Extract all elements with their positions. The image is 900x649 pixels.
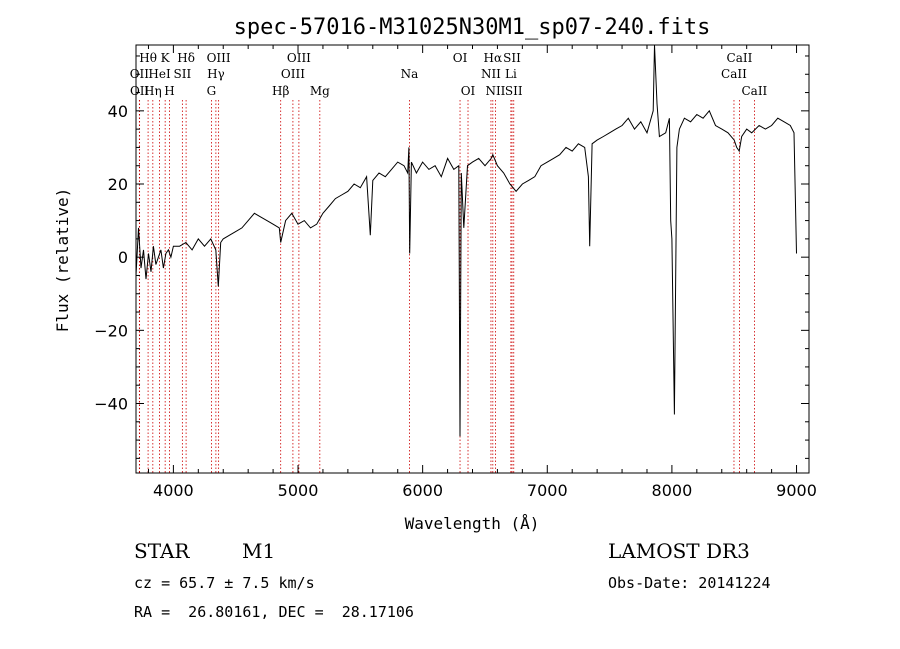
plot-frame <box>135 44 810 474</box>
emission-line-label: Na <box>401 67 419 81</box>
emission-line-label: OI <box>461 84 476 98</box>
emission-line-label: Hδ <box>177 51 195 65</box>
emission-line-label: K <box>161 51 171 65</box>
emission-line-label: HeI <box>148 67 171 81</box>
coordinates-text: RA = 26.80161, DEC = 28.17106 <box>134 603 414 621</box>
emission-line-label: Hγ <box>207 67 225 81</box>
emission-line-label: SII <box>503 51 521 65</box>
x-axis-label: Wavelength (Å) <box>405 514 540 533</box>
spectrum-series <box>135 44 797 437</box>
emission-line-label: G <box>207 84 217 98</box>
emission-line-label: SII <box>505 84 523 98</box>
y-tick-label: −40 <box>94 394 128 413</box>
emission-line-label: Hη <box>144 84 162 98</box>
emission-line-label: OIII <box>287 51 311 65</box>
x-tick-label: 5000 <box>278 481 319 500</box>
emission-line-label: NII <box>485 84 505 98</box>
spectrum-line <box>135 44 797 437</box>
emission-line-label: Mg <box>310 84 330 98</box>
emission-line-label: NII <box>481 67 501 81</box>
obs-date-text: Obs-Date: 20141224 <box>608 574 771 592</box>
y-tick-label: 20 <box>108 175 128 194</box>
emission-line-label: Hβ <box>272 84 289 98</box>
emission-line-label: SII <box>174 67 192 81</box>
emission-line-label: OII <box>130 84 150 98</box>
x-tick-label: 4000 <box>153 481 194 500</box>
x-tick-label: 7000 <box>527 481 568 500</box>
x-tick-label: 8000 <box>652 481 693 500</box>
emission-line-label: H <box>164 84 174 98</box>
survey-name: LAMOST DR3 <box>608 539 750 563</box>
emission-line-label: OI <box>453 51 468 65</box>
x-tick-label: 6000 <box>402 481 443 500</box>
emission-line-label: Hθ <box>139 51 157 65</box>
chart-title: spec-57016-M31025N30M1_sp07-240.fits <box>234 15 711 40</box>
y-tick-label: 40 <box>108 102 128 121</box>
y-tick-label: 0 <box>118 248 128 267</box>
object-subclass: M1 <box>242 539 276 563</box>
emission-line-label: Li <box>505 67 517 81</box>
emission-line-label: Hα <box>484 51 503 65</box>
y-axis: −40 −20 0 20 40 <box>94 55 809 459</box>
x-tick-label: 9000 <box>776 481 817 500</box>
emission-line-label: CaII <box>721 67 747 81</box>
emission-line-label: OIII <box>207 51 231 65</box>
y-tick-label: −20 <box>94 321 128 340</box>
object-class: STAR <box>134 539 190 563</box>
emission-line-label: OIII <box>281 67 305 81</box>
x-axis: 4000 5000 6000 7000 8000 9000 <box>147 45 817 500</box>
y-axis-label: Flux (relative) <box>53 188 72 333</box>
redshift-text: cz = 65.7 ± 7.5 km/s <box>134 574 315 592</box>
emission-line-label: CaII <box>741 84 767 98</box>
emission-line-label: CaII <box>727 51 753 65</box>
